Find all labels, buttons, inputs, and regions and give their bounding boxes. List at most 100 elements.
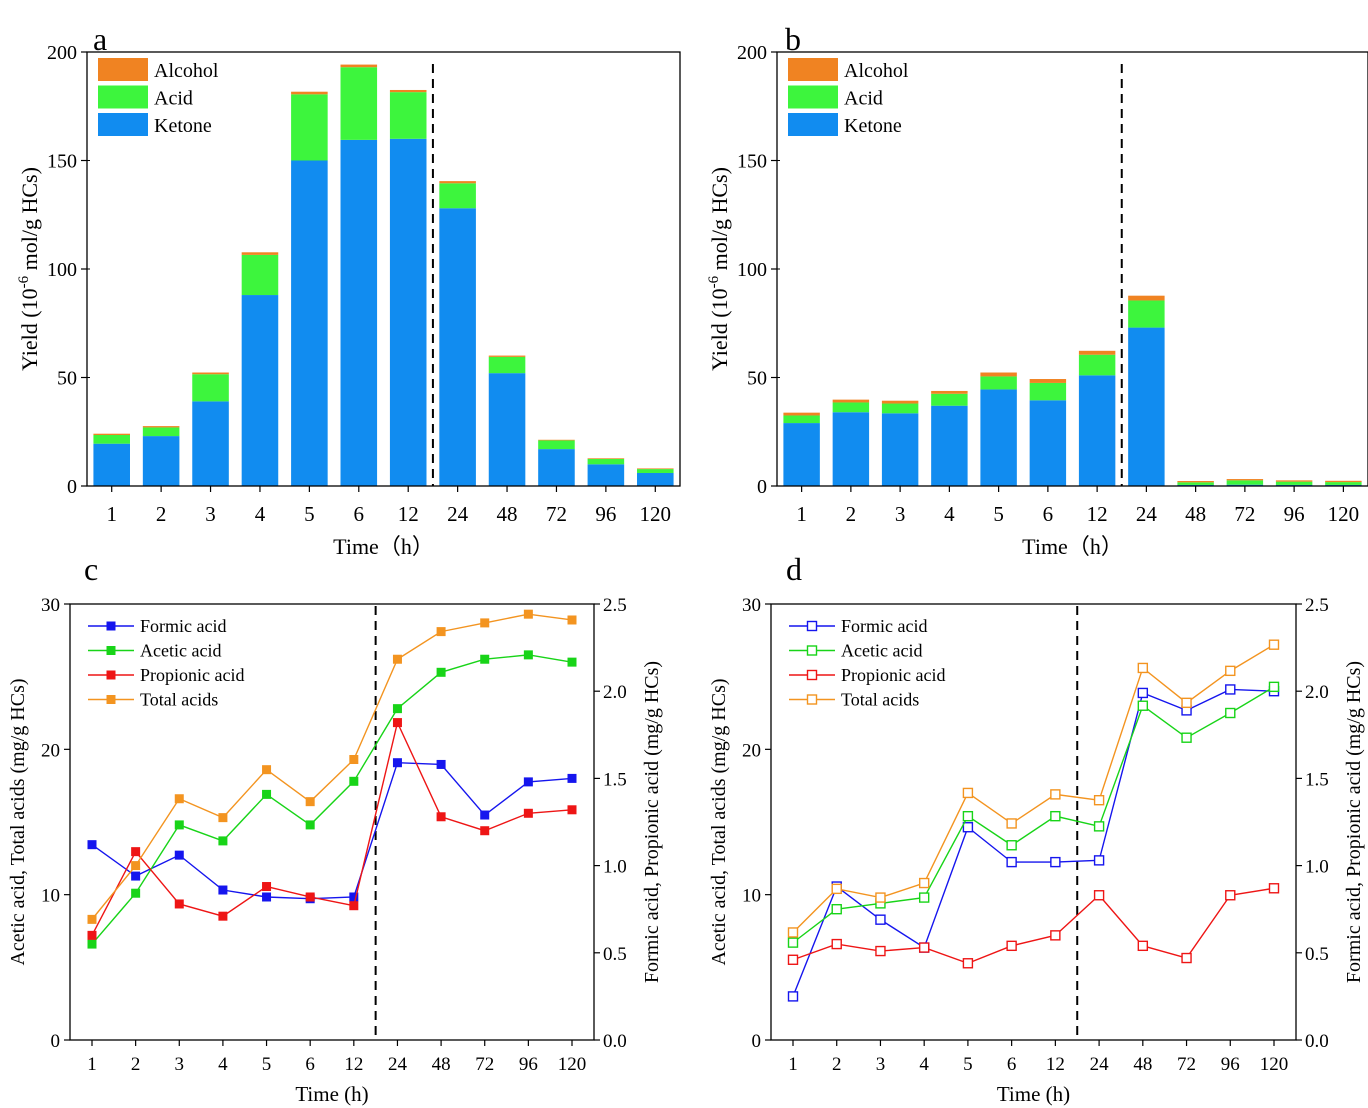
bar-ketone-12 xyxy=(1078,375,1116,486)
point-acetic-acid-96 xyxy=(523,650,533,660)
bar-acid-48 xyxy=(488,356,526,374)
point-total-acids-96 xyxy=(1225,665,1236,677)
point-total-acids-5 xyxy=(962,787,974,799)
y-left-tick-label: 20 xyxy=(742,740,761,761)
legend-marker-acetic-acid xyxy=(806,645,818,656)
x-tick-label: 4 xyxy=(218,1054,228,1075)
point-total-acids-72 xyxy=(1181,697,1192,709)
point-formic-acid-24 xyxy=(392,758,402,768)
legend-label-ketone: Ketone xyxy=(154,115,212,137)
y-right-tick-label: 2.0 xyxy=(1305,682,1329,703)
y-tick-label: 0 xyxy=(67,476,77,498)
x-tick-label: 72 xyxy=(1177,1054,1196,1075)
y-right-tick-label: 0.0 xyxy=(1305,1031,1329,1052)
bar-alcohol-5 xyxy=(980,372,1017,377)
panel-letter: d xyxy=(786,551,802,587)
legend-marker-propionic-acid xyxy=(806,669,818,681)
point-acetic-acid-4 xyxy=(218,836,228,846)
point-acetic-acid-5 xyxy=(962,810,974,822)
y-right-tick-label: 1.0 xyxy=(603,857,627,878)
point-total-acids-3 xyxy=(174,794,184,804)
y-left-tick-label: 10 xyxy=(742,886,761,907)
bar-alcohol-120 xyxy=(637,468,674,470)
legend-marker-total-acids xyxy=(106,695,116,704)
y-tick-label: 50 xyxy=(747,368,767,390)
legend-label-acid: Acid xyxy=(844,88,883,110)
legend-label-formic-acid: Formic acid xyxy=(140,616,226,636)
bar-acid-120 xyxy=(1325,482,1362,485)
bar-alcohol-48 xyxy=(1177,481,1214,483)
x-tick-label: 6 xyxy=(1007,1054,1017,1075)
x-tick-label: 48 xyxy=(497,502,518,526)
x-tick-label: 120 xyxy=(1328,502,1360,526)
point-propionic-acid-48 xyxy=(436,812,446,822)
bar-acid-120 xyxy=(637,469,674,473)
bar-ketone-2 xyxy=(832,412,870,486)
y-right-tick-label: 1.5 xyxy=(1305,769,1329,790)
point-acetic-acid-4 xyxy=(918,892,930,903)
bar-alcohol-72 xyxy=(1226,479,1264,481)
bar-acid-5 xyxy=(291,94,328,161)
point-formic-acid-1 xyxy=(87,840,97,850)
point-propionic-acid-1 xyxy=(787,954,799,965)
bar-acid-12 xyxy=(1078,354,1116,376)
point-formic-acid-12 xyxy=(349,892,359,902)
bar-alcohol-120 xyxy=(1325,480,1362,483)
bar-acid-72 xyxy=(1226,480,1264,485)
legend-marker-formic-acid xyxy=(106,621,116,631)
series-line-propionic-acid xyxy=(91,720,573,936)
y-left-tick-label: 0 xyxy=(51,1031,61,1052)
point-propionic-acid-12 xyxy=(349,901,359,911)
point-acetic-acid-48 xyxy=(436,667,446,677)
x-tick-label: 3 xyxy=(175,1054,185,1075)
bar-alcohol-6 xyxy=(1029,379,1067,383)
point-acetic-acid-96 xyxy=(1225,707,1236,719)
bar-acid-6 xyxy=(1029,382,1067,401)
y-left-tick-label: 20 xyxy=(41,740,60,761)
bar-acid-2 xyxy=(142,427,180,437)
bar-ketone-6 xyxy=(1029,400,1067,486)
point-acetic-acid-5 xyxy=(262,789,272,799)
bar-ketone-12 xyxy=(389,138,427,487)
x-tick-label: 5 xyxy=(304,502,315,526)
y-tick-label: 150 xyxy=(47,151,77,173)
point-acetic-acid-6 xyxy=(1006,840,1017,851)
bar-ketone-5 xyxy=(980,389,1017,486)
point-acetic-acid-12 xyxy=(1050,810,1061,822)
legend-label-total-acids: Total acids xyxy=(140,690,218,710)
point-total-acids-4 xyxy=(918,877,930,889)
bar-alcohol-5 xyxy=(291,91,328,95)
x-axis-title: Time（h） xyxy=(333,534,434,559)
bar-alcohol-72 xyxy=(538,439,575,441)
point-propionic-acid-4 xyxy=(918,942,930,953)
panel-letter: a xyxy=(93,21,107,57)
bar-alcohol-1 xyxy=(93,433,130,436)
y-right-tick-label: 0.5 xyxy=(603,944,627,965)
bar-ketone-96 xyxy=(587,464,625,486)
point-total-acids-2 xyxy=(131,861,141,871)
legend-label-total-acids: Total acids xyxy=(841,690,919,710)
legend-marker-acetic-acid xyxy=(106,646,116,655)
point-total-acids-48 xyxy=(1137,662,1149,674)
x-tick-label: 24 xyxy=(447,502,469,526)
point-acetic-acid-120 xyxy=(567,657,577,667)
legend-label-ketone: Ketone xyxy=(844,115,902,137)
bar-acid-3 xyxy=(192,374,229,402)
series-line-formic-acid xyxy=(792,688,1275,997)
bar-ketone-1 xyxy=(783,423,820,486)
point-propionic-acid-120 xyxy=(567,805,577,815)
point-formic-acid-72 xyxy=(480,810,490,820)
bar-acid-4 xyxy=(931,393,968,406)
x-tick-label: 5 xyxy=(963,1054,973,1075)
x-tick-label: 6 xyxy=(1043,502,1054,526)
point-propionic-acid-3 xyxy=(174,899,184,909)
bar-acid-1 xyxy=(783,415,820,424)
point-propionic-acid-3 xyxy=(875,945,886,957)
x-tick-label: 1 xyxy=(87,1054,97,1075)
legend-marker-total-acids xyxy=(806,694,818,705)
point-acetic-acid-12 xyxy=(349,776,359,786)
x-tick-label: 5 xyxy=(993,502,1004,526)
x-axis-title: Time (h) xyxy=(295,1082,368,1106)
point-acetic-acid-48 xyxy=(1137,700,1149,711)
